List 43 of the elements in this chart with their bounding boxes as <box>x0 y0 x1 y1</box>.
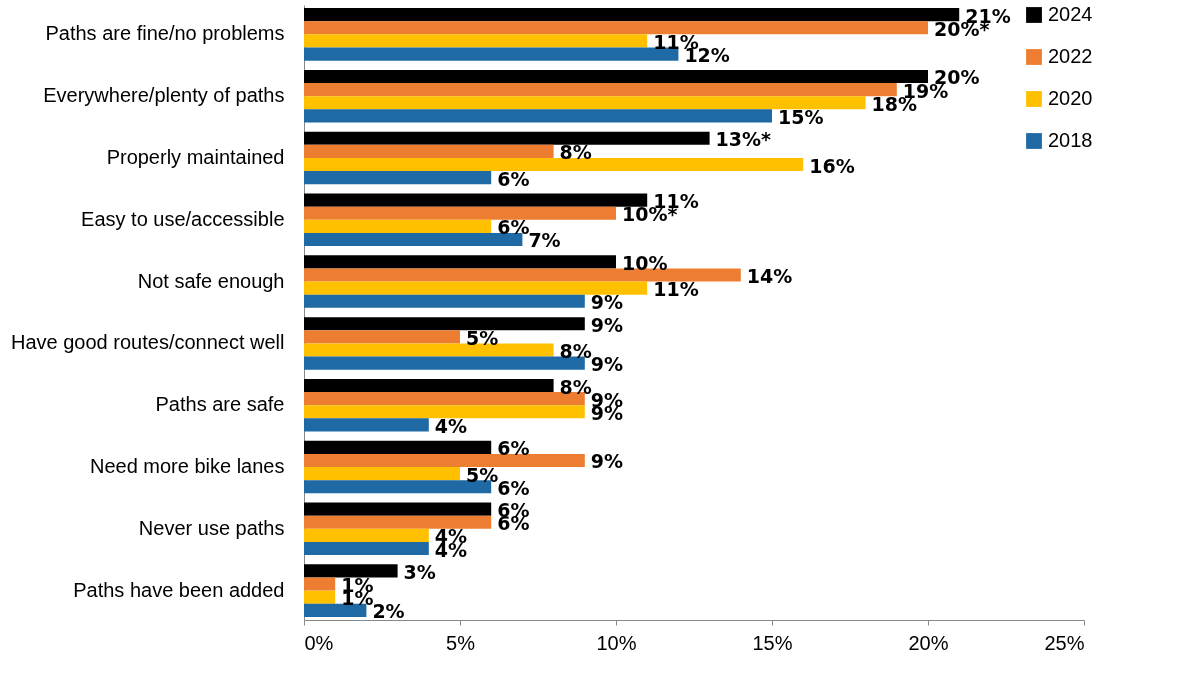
legend-label: 2024 <box>1048 3 1093 25</box>
data-label: 9% <box>590 291 624 314</box>
data-label: 15% <box>778 105 824 128</box>
y-tick-label: Everywhere/plenty of paths <box>43 84 285 107</box>
y-tick-label: Never use paths <box>138 516 285 539</box>
data-label: 3% <box>403 560 436 583</box>
data-label: 14% <box>746 265 793 288</box>
data-label: 9% <box>590 313 624 336</box>
data-label: 16% <box>809 154 855 177</box>
x-tick-label: 15% <box>752 631 793 654</box>
data-label: 13%* <box>715 128 772 151</box>
data-label: 4% <box>434 414 468 437</box>
x-tick-label: 10% <box>596 631 637 654</box>
legend-label: 2018 <box>1048 129 1093 151</box>
y-tick-label: Easy to use/accessible <box>81 207 285 230</box>
data-label: 6% <box>497 476 530 499</box>
x-tick-label: 5% <box>446 631 476 654</box>
data-label: 6% <box>497 216 530 239</box>
data-label: 10% <box>622 251 668 274</box>
y-tick-label: Not safe enough <box>137 269 285 292</box>
y-tick-label: Paths are fine/no problems <box>45 22 285 45</box>
y-tick-label: Paths have been added <box>73 578 285 601</box>
legend-label: 2020 <box>1048 87 1093 109</box>
data-label: 7% <box>528 229 561 252</box>
data-label: 2% <box>372 600 405 623</box>
data-label: 6% <box>497 167 530 190</box>
x-tick-label: 20% <box>908 631 949 654</box>
data-label: 5% <box>466 326 499 349</box>
legend-label: 2022 <box>1048 45 1093 67</box>
data-label: 8% <box>559 141 592 164</box>
data-label: 9% <box>590 450 624 473</box>
y-tick-label: Need more bike lanes <box>89 455 285 478</box>
x-tick-label: 0% <box>304 631 334 654</box>
x-tick-label: 25% <box>1044 631 1085 654</box>
data-label: 8% <box>559 375 592 398</box>
data-label: 5% <box>466 463 499 486</box>
y-tick-label: Have good routes/connect well <box>11 331 285 354</box>
data-label: 9% <box>590 353 624 376</box>
data-label: 8% <box>559 339 592 362</box>
data-label: 6% <box>497 437 530 460</box>
y-tick-label: Paths are safe <box>155 393 285 416</box>
data-label: 11% <box>653 278 699 301</box>
y-tick-label: Properly maintained <box>106 145 285 168</box>
